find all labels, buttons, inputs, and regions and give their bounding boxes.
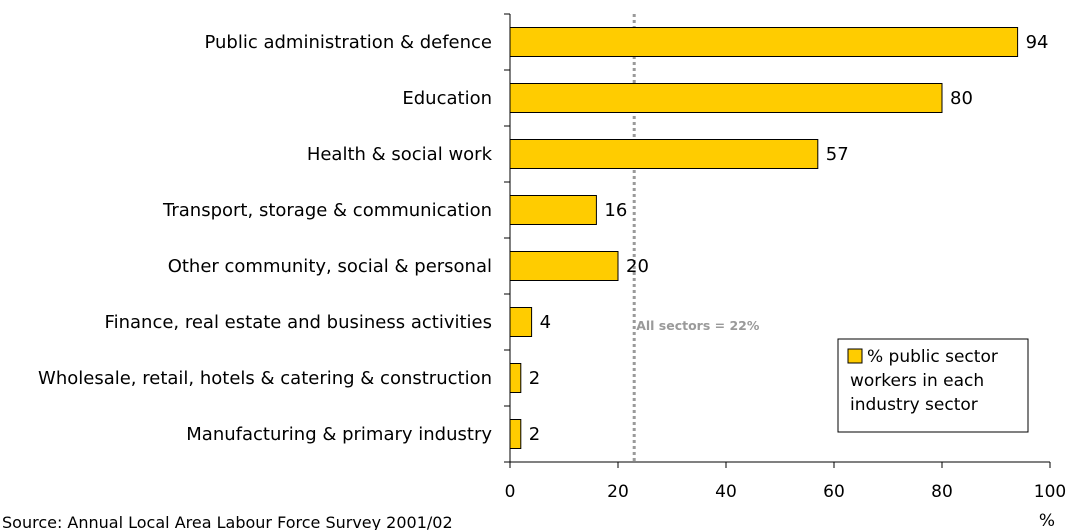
category-label: Other community, social & personal [168,256,492,277]
bar [509,419,522,449]
legend-swatch [847,348,863,364]
data-label: 2 [529,368,540,389]
x-tick-label: 20 [607,482,629,502]
data-label: 16 [604,200,627,221]
category-label: Public administration & defence [204,32,492,53]
legend-text: % public sector [867,347,998,367]
axes-layer: 0 20 40 60 80 100% [504,13,1066,530]
x-tick-label: 80 [931,482,953,502]
data-label: 2 [529,424,540,445]
category-label: Health & social work [307,144,493,165]
data-label: 94 [1026,32,1049,53]
reference-line-label: All sectors = 22% [636,318,760,333]
bar [509,251,619,281]
x-tick-label: 0 [505,482,516,502]
legend-text: workers in each [850,371,984,391]
category-label: Transport, storage & communication [162,200,492,221]
category-label: Education [402,88,492,109]
bar [509,139,819,169]
data-label: 57 [826,144,849,165]
data-label: 80 [950,88,973,109]
x-tick-label: 100 [1034,482,1066,502]
source-note: Source: Annual Local Area Labour Force S… [2,513,453,530]
x-tick-label: 60 [823,482,845,502]
legend: % public sector workers in each industry s… [837,338,1029,433]
labels-layer: Public administration & defence 94 Educati… [38,32,1048,445]
legend-text: industry sector [850,395,978,415]
reference-layer: All sectors = 22% [632,14,760,462]
category-label: Finance, real estate and business activi… [105,312,492,333]
bar [509,83,943,113]
category-label: Manufacturing & primary industry [186,424,492,445]
x-axis-label: % [1039,511,1055,530]
bar [509,27,1019,57]
bar [509,195,597,225]
data-label: 20 [626,256,649,277]
bars-layer [509,27,1019,449]
category-label: Wholesale, retail, hotels & catering & c… [38,368,492,389]
bar [509,307,533,337]
x-tick-label: 40 [715,482,737,502]
data-label: 4 [540,312,551,333]
legend-box [837,338,1029,433]
bar [509,363,522,393]
